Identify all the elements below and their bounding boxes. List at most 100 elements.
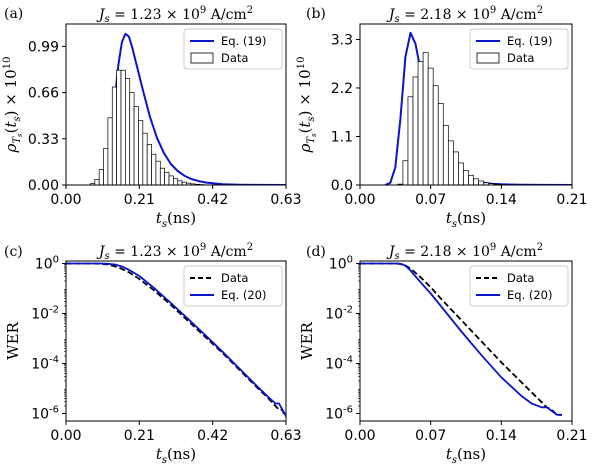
x-tick-label: 0.63 bbox=[270, 192, 301, 208]
histogram-bar bbox=[468, 174, 474, 185]
y-tick-label: 3.3 bbox=[331, 32, 353, 48]
legend-label: Data bbox=[221, 51, 248, 65]
histogram-bar bbox=[463, 170, 469, 185]
x-tick-label: 0.00 bbox=[344, 192, 375, 208]
panel-label: (a) bbox=[4, 6, 23, 22]
panel-d: (d) Js = 2.18 × 109 A/cm2 0.00 0.07 0.14 0.21… bbox=[298, 242, 588, 466]
x-tick-label: 0.21 bbox=[556, 428, 587, 444]
y-axis-label: ρTs(ts) × 1010 bbox=[2, 57, 24, 154]
histogram-bar bbox=[151, 153, 157, 185]
legend-item: Eq. (20) bbox=[476, 288, 552, 302]
y-tick-label: 10-4 bbox=[325, 355, 353, 373]
legend-label: Data bbox=[221, 271, 248, 285]
x-tick-label: 0.00 bbox=[344, 428, 375, 444]
plot-area bbox=[384, 31, 572, 185]
histogram-bar bbox=[98, 169, 104, 185]
legend-item: Eq. (19) bbox=[476, 34, 552, 48]
plot-area bbox=[90, 32, 286, 185]
x-tick-label: 0.00 bbox=[50, 192, 81, 208]
axes-frame bbox=[359, 23, 573, 186]
histogram-bar bbox=[129, 92, 135, 185]
x-tick-label: 0.14 bbox=[486, 192, 517, 208]
model-curve bbox=[66, 262, 286, 417]
panel-a: (a) Js = 1.23 × 109 A/cm2 0.00 0.21 0.42 0.63… bbox=[2, 5, 302, 230]
x-axis-label: ts(ns) bbox=[156, 445, 196, 466]
panel-label: (d) bbox=[306, 244, 326, 260]
y-tick-label: 100 bbox=[35, 255, 59, 273]
histogram-bar bbox=[407, 96, 414, 185]
legend-item: Eq. (19) bbox=[190, 34, 266, 48]
histogram-bar bbox=[402, 160, 409, 185]
histogram-bar bbox=[164, 172, 170, 185]
histogram-bar bbox=[177, 180, 183, 185]
y-tick-label: 10-6 bbox=[31, 405, 59, 423]
x-tick-label: 0.00 bbox=[50, 428, 81, 444]
y-tick-label: 100 bbox=[329, 255, 353, 273]
legend-item: Data bbox=[190, 271, 248, 285]
histogram-bar bbox=[173, 178, 179, 185]
x-tick-label: 0.21 bbox=[124, 428, 155, 444]
data-curve bbox=[66, 262, 286, 417]
histogram-bar bbox=[417, 61, 424, 185]
y-tick-label: 0.99 bbox=[28, 39, 59, 55]
histogram-bar bbox=[422, 52, 429, 185]
y-tick-label: 1.1 bbox=[331, 129, 353, 145]
histogram-bar bbox=[478, 180, 485, 185]
y-tick-label: 10-2 bbox=[325, 305, 353, 323]
histogram-bar bbox=[427, 67, 434, 185]
legend-item: Eq. (20) bbox=[190, 288, 266, 302]
x-tick-label: 0.14 bbox=[486, 428, 517, 444]
x-tick-label: 0.07 bbox=[415, 192, 446, 208]
y-tick-label: 0.00 bbox=[28, 178, 59, 194]
histogram-bar bbox=[432, 85, 439, 185]
x-axis-label: ts(ns) bbox=[446, 209, 486, 230]
histogram-bar bbox=[94, 179, 100, 185]
x-tick-label: 0.42 bbox=[197, 428, 228, 444]
x-axis-label: ts(ns) bbox=[446, 445, 486, 466]
legend-label: Eq. (20) bbox=[507, 288, 552, 302]
x-tick-label: 0.21 bbox=[556, 192, 587, 208]
panel-c: (c) Js = 1.23 × 109 A/cm2 0.00 0.21 0.42 0.63… bbox=[4, 242, 302, 466]
y-axis-label: WER bbox=[298, 321, 316, 359]
y-tick-label: 10-6 bbox=[325, 405, 353, 423]
x-tick-label: 0.07 bbox=[415, 428, 446, 444]
x-axis-label: ts(ns) bbox=[156, 209, 196, 230]
plot-area bbox=[360, 262, 562, 416]
histogram-data bbox=[397, 52, 510, 185]
histogram-bar bbox=[125, 78, 131, 185]
legend: Eq. (19) Data bbox=[183, 28, 283, 70]
panel-title: Js = 1.23 × 109 A/cm2 bbox=[96, 242, 253, 262]
y-tick-label: 0.0 bbox=[331, 178, 353, 194]
legend: Data Eq. (20) bbox=[183, 265, 283, 307]
y-axis-label: WER bbox=[4, 321, 22, 359]
y-tick-label: 10-2 bbox=[31, 305, 59, 323]
histogram-bar bbox=[442, 125, 449, 185]
histogram-bar bbox=[168, 175, 174, 185]
model-curve bbox=[360, 262, 562, 416]
histogram-bar bbox=[133, 106, 139, 185]
histogram-bar bbox=[120, 69, 126, 185]
histogram-bar bbox=[453, 151, 459, 185]
histogram-bar bbox=[111, 86, 117, 185]
histogram-bar bbox=[159, 167, 166, 185]
panel-b: (b) Js = 2.18 × 109 A/cm2 0.00 0.07 0.14 0.21… bbox=[296, 5, 588, 230]
histogram-bar bbox=[412, 76, 419, 185]
panel-title: Js = 2.18 × 109 A/cm2 bbox=[386, 5, 543, 25]
legend-label: Eq. (20) bbox=[221, 288, 266, 302]
y-tick-label: 2.2 bbox=[331, 81, 353, 97]
panel-title: Js = 2.18 × 109 A/cm2 bbox=[386, 242, 543, 262]
panel-title: Js = 1.23 × 109 A/cm2 bbox=[96, 5, 253, 25]
histogram-bar bbox=[146, 144, 152, 185]
x-tick-label: 0.42 bbox=[197, 192, 228, 208]
legend-label: Eq. (19) bbox=[221, 34, 266, 48]
legend-swatch bbox=[190, 52, 214, 64]
y-tick-label: 0.33 bbox=[28, 132, 59, 148]
legend: Eq. (19) Data bbox=[469, 28, 569, 70]
x-tick-label: 0.21 bbox=[124, 192, 155, 208]
plot-area bbox=[66, 262, 286, 417]
histogram-bar bbox=[437, 103, 444, 185]
panel-label: (b) bbox=[306, 6, 326, 22]
histogram-bar bbox=[103, 148, 109, 185]
histogram-bar bbox=[116, 69, 122, 185]
